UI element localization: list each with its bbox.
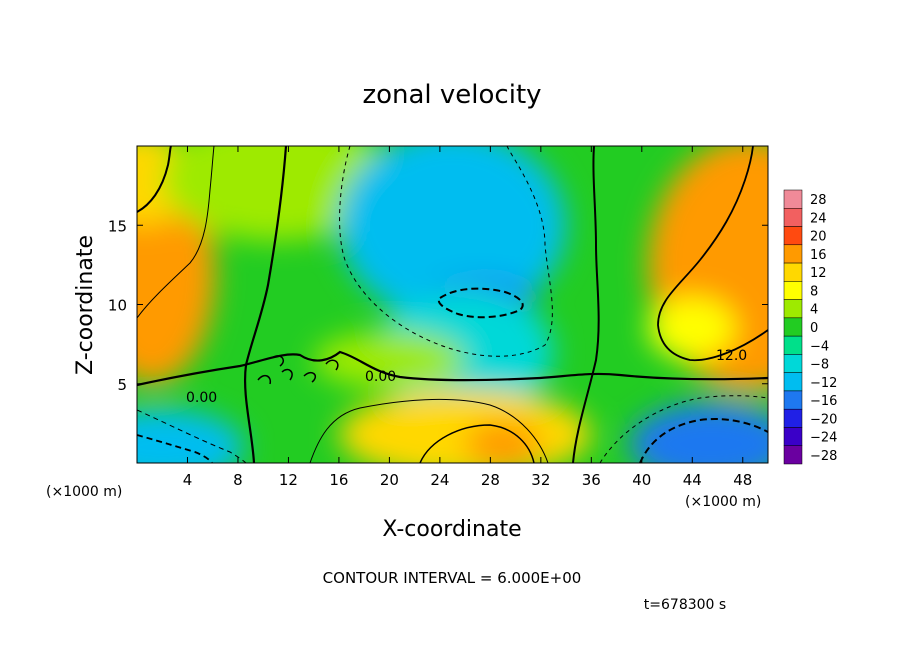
- contour-line: [137, 146, 215, 319]
- x-tick-label: 24: [430, 471, 449, 489]
- colorbar-swatch: [783, 408, 803, 428]
- x-tick-label: 20: [380, 471, 399, 489]
- field-region: [137, 409, 245, 463]
- contour-line-negative: [437, 287, 524, 319]
- x-tick-label: 36: [582, 471, 601, 489]
- colorbar-label: −20: [810, 412, 837, 427]
- x-axis-unit-left: (×1000 m): [46, 484, 122, 500]
- colorbar: 28 24 20 16 12 8 4 0 −4 −8 −12 −16 −20 −24 −28: [783, 189, 837, 465]
- colorbar-label: 28: [810, 193, 827, 208]
- contour-line-negative: [137, 434, 213, 463]
- contour-line: [657, 146, 768, 362]
- colorbar-swatch: [783, 372, 803, 392]
- colorbar-swatch: [783, 427, 803, 446]
- plot-area: 0.00 0.00 12.0: [137, 146, 768, 463]
- contour-line-zero: [244, 146, 288, 463]
- y-tick-label: 15: [108, 217, 127, 235]
- colorbar-swatch: [783, 244, 803, 264]
- colorbar-label: −16: [810, 394, 837, 409]
- contour-label: 0.00: [365, 369, 396, 385]
- colorbar-label: −8: [810, 358, 829, 373]
- field-region: [338, 146, 567, 321]
- colorbar-label: −12: [810, 376, 837, 391]
- colorbar-label: 24: [810, 211, 827, 226]
- x-axis: 4 8 12 16 20 24 28 32 36 40 44 48: [183, 146, 752, 489]
- x-tick-label: 16: [329, 471, 348, 489]
- colorbar-swatch: [783, 335, 803, 355]
- field-region: [629, 402, 768, 463]
- colorbar-swatch: [783, 317, 803, 337]
- field-region: [465, 421, 541, 463]
- colorbar-swatch: [783, 354, 803, 373]
- colorbar-swatch: [783, 281, 803, 300]
- contour-line-negative: [339, 146, 553, 357]
- field-region: [162, 146, 390, 242]
- colorbar-swatch: [783, 262, 803, 282]
- field-region: [648, 296, 737, 360]
- contour-line: [137, 146, 172, 213]
- colorbar-swatch: [783, 445, 803, 465]
- colorbar-swatch: [783, 226, 803, 246]
- colorbar-label: −24: [810, 431, 837, 446]
- colorbar-label: 16: [810, 248, 827, 263]
- colorbar-swatch: [783, 208, 803, 227]
- contour-label: 12.0: [716, 348, 747, 364]
- contour-line-zero: [572, 146, 600, 463]
- contour-label: 0.00: [186, 390, 217, 406]
- contour-line-negative: [137, 409, 247, 463]
- contour-interval-note: CONTOUR INTERVAL = 6.000E+00: [323, 569, 582, 587]
- contour-line: [419, 424, 535, 463]
- colorbar-swatch: [783, 390, 803, 410]
- x-tick-label: 44: [683, 471, 702, 489]
- contour-line-zero: [137, 350, 768, 387]
- contour-line-negative: [639, 418, 768, 463]
- velocity-field: [137, 146, 768, 463]
- x-tick-label: 4: [183, 471, 193, 489]
- y-axis: 5 10 15: [108, 217, 768, 394]
- x-axis-label: X-coordinate: [382, 517, 521, 542]
- contour-line-noise: [257, 355, 339, 385]
- contour-lines: [137, 146, 768, 463]
- x-tick-label: 32: [531, 471, 550, 489]
- x-tick-label: 48: [733, 471, 752, 489]
- colorbar-swatch: [783, 189, 803, 209]
- x-tick-label: 12: [279, 471, 298, 489]
- colorbar-label: 12: [810, 266, 827, 281]
- chart-title: zonal velocity: [362, 80, 541, 110]
- y-axis-label: Z-coordinate: [73, 235, 98, 375]
- x-axis-unit-right: (×1000 m): [685, 494, 761, 510]
- field-region: [313, 331, 466, 389]
- y-tick-label: 5: [117, 376, 127, 394]
- field-region: [338, 390, 592, 463]
- x-tick-label: 8: [233, 471, 243, 489]
- colorbar-label: −28: [810, 449, 837, 464]
- y-tick-label: 10: [108, 297, 127, 315]
- colorbar-swatch: [783, 299, 803, 319]
- contour-labels: 0.00 0.00 12.0: [186, 348, 747, 406]
- contour-line: [309, 398, 549, 463]
- x-tick-label: 40: [632, 471, 651, 489]
- time-stamp: t=678300 s: [644, 597, 726, 613]
- x-tick-label: 28: [481, 471, 500, 489]
- colorbar-label: 0: [810, 321, 818, 336]
- colorbar-label: −4: [810, 339, 829, 354]
- colorbar-label: 20: [810, 230, 827, 245]
- colorbar-label: 4: [810, 303, 818, 318]
- colorbar-label: 8: [810, 284, 818, 299]
